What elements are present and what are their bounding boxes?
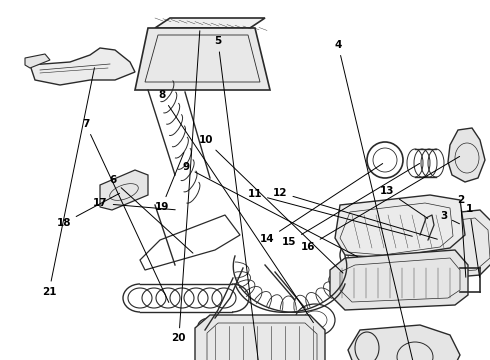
Text: 11: 11 [247, 189, 412, 236]
Polygon shape [335, 195, 465, 258]
Text: 5: 5 [215, 36, 262, 360]
Text: 8: 8 [158, 90, 314, 323]
Polygon shape [135, 28, 270, 90]
Polygon shape [25, 54, 50, 68]
Polygon shape [195, 315, 325, 360]
Text: 1: 1 [466, 204, 480, 277]
Text: 13: 13 [380, 186, 428, 219]
Text: 15: 15 [282, 163, 419, 247]
Text: 7: 7 [82, 119, 169, 302]
Polygon shape [30, 48, 135, 85]
Text: 10: 10 [198, 135, 343, 273]
Text: 20: 20 [172, 31, 200, 343]
Polygon shape [100, 170, 148, 210]
Polygon shape [448, 128, 485, 182]
Polygon shape [155, 18, 265, 28]
Text: 4: 4 [334, 40, 415, 360]
Text: 21: 21 [42, 68, 95, 297]
Text: 14: 14 [260, 163, 383, 244]
Text: 12: 12 [273, 188, 438, 239]
Text: 2: 2 [457, 195, 466, 277]
Text: 9: 9 [183, 162, 358, 257]
Polygon shape [428, 210, 490, 278]
Polygon shape [348, 325, 460, 360]
Text: 19: 19 [154, 153, 184, 212]
Text: 3: 3 [440, 211, 460, 224]
Text: 16: 16 [300, 156, 460, 252]
Text: 17: 17 [93, 198, 175, 210]
Text: 6: 6 [109, 175, 193, 253]
Polygon shape [330, 250, 468, 310]
Text: 18: 18 [56, 193, 120, 228]
